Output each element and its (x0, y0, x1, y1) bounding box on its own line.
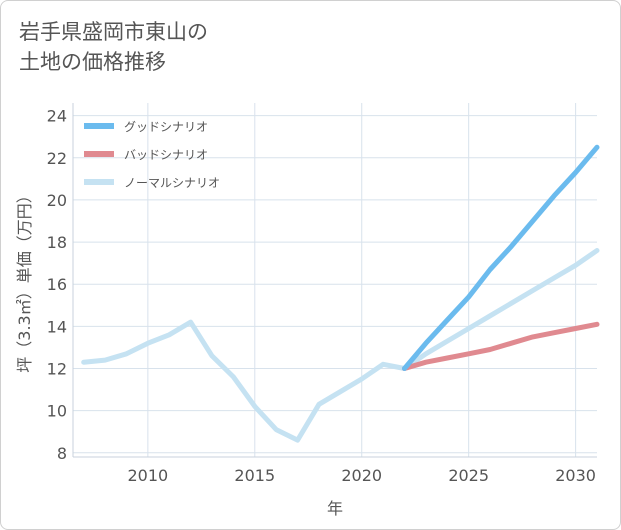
y-tick-label: 14 (47, 317, 67, 336)
y-tick-label: 10 (47, 402, 67, 421)
x-tick-label: 2030 (555, 466, 596, 485)
chart-title-line-1: 岩手県盛岡市東山の (19, 20, 208, 44)
chart-title: 岩手県盛岡市東山の 土地の価格推移 (19, 17, 208, 77)
y-tick-label: 16 (47, 275, 67, 294)
series-line-2 (402, 321, 600, 371)
legend-label: グッドシナリオ (124, 120, 208, 134)
x-tick-label: 2025 (448, 466, 489, 485)
x-tick-label: 2020 (341, 466, 382, 485)
y-tick-label: 18 (47, 233, 67, 252)
x-tick-label: 2010 (127, 466, 168, 485)
series-line-1 (402, 144, 600, 371)
legend-label: ノーマルシナリオ (124, 176, 220, 190)
y-tick-label: 20 (47, 191, 67, 210)
plot-area (73, 103, 597, 457)
y-tick-label: 24 (47, 107, 67, 126)
y-tick-label: 12 (47, 360, 67, 379)
x-axis-title: 年 (327, 499, 343, 518)
y-tick-label: 22 (47, 149, 67, 168)
chart-title-line-2: 土地の価格推移 (19, 50, 166, 74)
x-tick-label: 2015 (234, 466, 275, 485)
y-axis-title: 坪（3.3㎡）単価（万円） (15, 187, 34, 372)
legend-label: バッドシナリオ (124, 148, 208, 162)
y-tick-label: 8 (57, 444, 67, 463)
series-line-3 (81, 248, 600, 443)
